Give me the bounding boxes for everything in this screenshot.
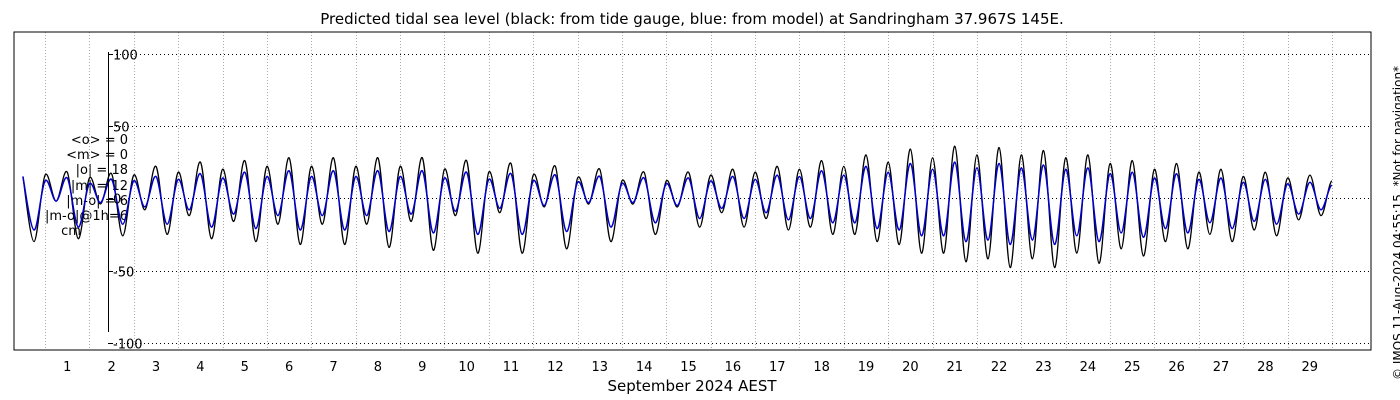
x-tick-label: 8 [374, 360, 382, 375]
grid-layer [45, 32, 1371, 350]
stat-mean-model: <m> = 0 [66, 148, 128, 164]
y-tick-label: 50 [113, 121, 130, 136]
x-tick-label: 9 [418, 360, 426, 375]
x-tick-label: 25 [1124, 360, 1141, 375]
stat-abs-difference: |m-o| = 6 [66, 193, 128, 209]
x-tick-label: 2 [107, 360, 115, 375]
x-tick-label: 24 [1080, 360, 1097, 375]
x-tick-label: 4 [196, 360, 204, 375]
x-tick-label: 18 [813, 360, 830, 375]
x-tick-label: 23 [1035, 360, 1052, 375]
x-tick-label: 11 [503, 360, 520, 375]
series-line-model [22, 161, 1333, 246]
x-tick-label: 15 [680, 360, 697, 375]
x-tick-label: 1 [63, 360, 71, 375]
x-tick-label: 27 [1213, 360, 1230, 375]
y-tick-label: 100 [113, 49, 138, 64]
series-layer [22, 145, 1333, 269]
series-line-tide-gauge [22, 145, 1333, 269]
x-tick-label: 14 [636, 360, 653, 375]
x-tick-label: 19 [858, 360, 875, 375]
y-tick-label: -100 [113, 338, 143, 353]
y-tick-label: 0 [113, 193, 121, 208]
x-tick-label: 28 [1257, 360, 1274, 375]
x-tick-label: 5 [241, 360, 249, 375]
chart-title: Predicted tidal sea level (black: from t… [320, 10, 1064, 28]
x-tick-label: 21 [946, 360, 963, 375]
x-tick-label: 3 [152, 360, 160, 375]
x-tick-label: 12 [547, 360, 564, 375]
x-tick-label: 10 [458, 360, 475, 375]
stat-abs-difference-1h: |m-o|@1h=6 [45, 209, 128, 225]
x-tick-label: 13 [591, 360, 608, 375]
x-tick-label: 17 [769, 360, 786, 375]
x-tick-label: 26 [1168, 360, 1185, 375]
stat-mean-observed: <o> = 0 [70, 133, 128, 148]
x-tick-label: 16 [725, 360, 742, 375]
x-tick-label: 7 [329, 360, 337, 375]
plot-frame [13, 31, 1372, 351]
x-tick-label: 20 [902, 360, 919, 375]
x-axis-label: September 2024 AEST [607, 377, 777, 395]
y-tick-label: -50 [113, 266, 134, 281]
stat-abs-observed: |o| = 18 [75, 163, 128, 179]
x-tick-label: 22 [991, 360, 1008, 375]
x-tick-label: 6 [285, 360, 293, 375]
x-tick-label: 29 [1301, 360, 1318, 375]
